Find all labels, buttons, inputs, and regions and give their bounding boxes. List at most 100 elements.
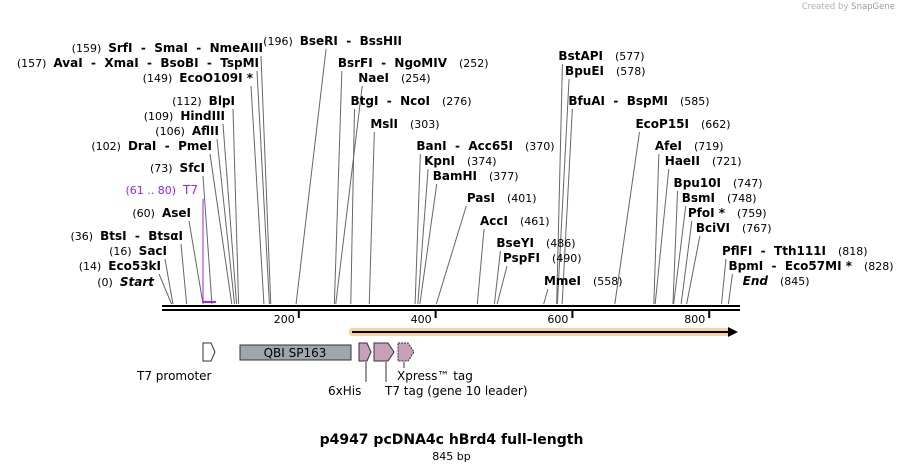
site-position-4: (109) xyxy=(144,110,174,123)
cut-line-10 xyxy=(180,243,188,305)
cut-line-9 xyxy=(188,220,204,305)
enzyme-name: BfuAI xyxy=(568,94,605,108)
site-name-19: BanI - Acc65I xyxy=(416,139,513,153)
site-position-19: (370) xyxy=(525,140,555,153)
site-name-32: HaeII xyxy=(665,154,700,168)
cut-line-3 xyxy=(232,108,240,305)
site-name-12: Eco53kI xyxy=(108,259,161,273)
site-name-3: BlpI xyxy=(209,94,235,108)
site-position-25: (490) xyxy=(552,252,582,265)
cut-line-34 xyxy=(673,205,687,305)
site-position-23: (461) xyxy=(520,215,550,228)
enzyme-name: Start xyxy=(120,275,155,289)
restriction-site-labels: SrfI - SmaI - NmeAIII (159)AvaI - XmaI - … xyxy=(17,34,894,289)
cut-line-19 xyxy=(414,153,421,305)
site-position-14: (196) xyxy=(263,35,293,48)
cut-line-12 xyxy=(158,273,173,305)
enzyme-name: PmeI xyxy=(178,139,212,153)
enzyme-name: End xyxy=(743,274,769,288)
site-name-1: AvaI - XmaI - BsoBI - TspMI xyxy=(53,56,259,70)
enzyme-name: PfoI * xyxy=(688,206,726,220)
cut-line-21 xyxy=(419,183,438,305)
site-name-14: BseRI - BssHII xyxy=(300,34,402,48)
t7-tag-arrow xyxy=(373,342,395,362)
site-position-2: (149) xyxy=(143,72,173,85)
site-name-10: BtsI - BtsαI xyxy=(100,229,183,243)
site-name-33: Bpu10I xyxy=(674,176,721,190)
site-position-8: (61 .. 80) xyxy=(125,184,176,197)
site-position-30: (662) xyxy=(701,118,731,131)
site-position-28: (578) xyxy=(616,65,646,78)
site-position-31: (719) xyxy=(694,140,724,153)
site-name-34: BsmI xyxy=(682,191,715,205)
enzyme-name: DraI xyxy=(128,139,156,153)
enzyme-name: BspMI xyxy=(627,94,668,108)
enzyme-name: BsoBI xyxy=(160,56,198,70)
site-position-0: (159) xyxy=(72,42,102,55)
cut-line-7 xyxy=(202,175,213,305)
tick-label-2: 600 xyxy=(547,313,568,326)
xpress-label: Xpress™ tag xyxy=(397,369,473,383)
enzyme-name: BseRI xyxy=(300,34,338,48)
cut-line-22 xyxy=(435,205,467,305)
enzyme-name: BtsαI xyxy=(148,229,183,243)
enzyme-name: BlpI xyxy=(209,94,235,108)
credit-brand: SnapGene xyxy=(851,2,895,12)
site-name-22: PasI xyxy=(467,191,495,205)
enzyme-name: AflII xyxy=(192,124,219,138)
cut-line-31 xyxy=(653,153,660,305)
t7-promoter-arrow xyxy=(202,342,216,362)
site-name-9: AseI xyxy=(162,206,191,220)
cut-line-36 xyxy=(686,235,701,305)
enzyme-name: BtsI xyxy=(100,229,127,243)
site-position-3: (112) xyxy=(172,95,202,108)
credit-prefix: Created by xyxy=(801,2,849,12)
site-name-8: T7 xyxy=(182,183,198,197)
site-position-29: (585) xyxy=(680,95,710,108)
cut-line-18 xyxy=(368,131,375,305)
enzyme-name: NaeI xyxy=(358,71,389,85)
site-position-27: (577) xyxy=(615,50,645,63)
site-name-0: SrfI - SmaI - NmeAIII xyxy=(108,41,263,55)
site-name-38: BpmI - Eco57MI * xyxy=(728,259,852,273)
site-name-39: End xyxy=(743,274,769,288)
enzyme-name: EcoP15I xyxy=(635,117,689,131)
cut-lines xyxy=(158,48,733,305)
enzyme-name: PflFI xyxy=(722,244,752,258)
enzyme-name: Eco57MI * xyxy=(785,259,853,273)
cut-line-29 xyxy=(561,108,573,305)
site-name-6: DraI - PmeI xyxy=(128,139,212,153)
enzyme-name: Tth111I xyxy=(774,244,826,258)
site-position-32: (721) xyxy=(712,155,742,168)
site-position-17: (276) xyxy=(442,95,472,108)
site-name-17: BtgI - NcoI xyxy=(350,94,430,108)
enzyme-name: BseYI xyxy=(496,236,534,250)
site-position-21: (377) xyxy=(489,170,519,183)
site-position-13: (0) xyxy=(97,276,113,289)
enzyme-name: AseI xyxy=(162,206,191,220)
site-position-16: (254) xyxy=(401,72,431,85)
enzyme-name: SmaI xyxy=(154,41,188,55)
enzyme-name: BciVI xyxy=(696,221,730,235)
cut-line-11 xyxy=(164,258,174,305)
site-name-16: NaeI xyxy=(358,71,389,85)
site-name-4: HindIII xyxy=(180,109,225,123)
his-label: 6xHis xyxy=(328,384,361,398)
enzyme-name: HindIII xyxy=(180,109,225,123)
cut-line-2 xyxy=(250,85,265,305)
site-name-25: PspFI xyxy=(503,251,540,265)
site-position-11: (16) xyxy=(109,245,132,258)
site-position-36: (767) xyxy=(742,222,772,235)
site-name-31: AfeI xyxy=(655,139,682,153)
enzyme-name: NmeAIII xyxy=(210,41,263,55)
enzyme-name: BpmI xyxy=(728,259,763,273)
site-position-37: (818) xyxy=(838,245,868,258)
ruler-ticks: 200 400 600 800 xyxy=(274,311,711,326)
enzyme-name: MmeI xyxy=(544,274,581,288)
cut-line-33 xyxy=(672,190,679,305)
enzyme-name: BamHI xyxy=(433,169,477,183)
xpress-tag-arrow xyxy=(397,342,415,362)
enzyme-name: BtgI xyxy=(350,94,378,108)
tick-label-3: 800 xyxy=(684,313,705,326)
